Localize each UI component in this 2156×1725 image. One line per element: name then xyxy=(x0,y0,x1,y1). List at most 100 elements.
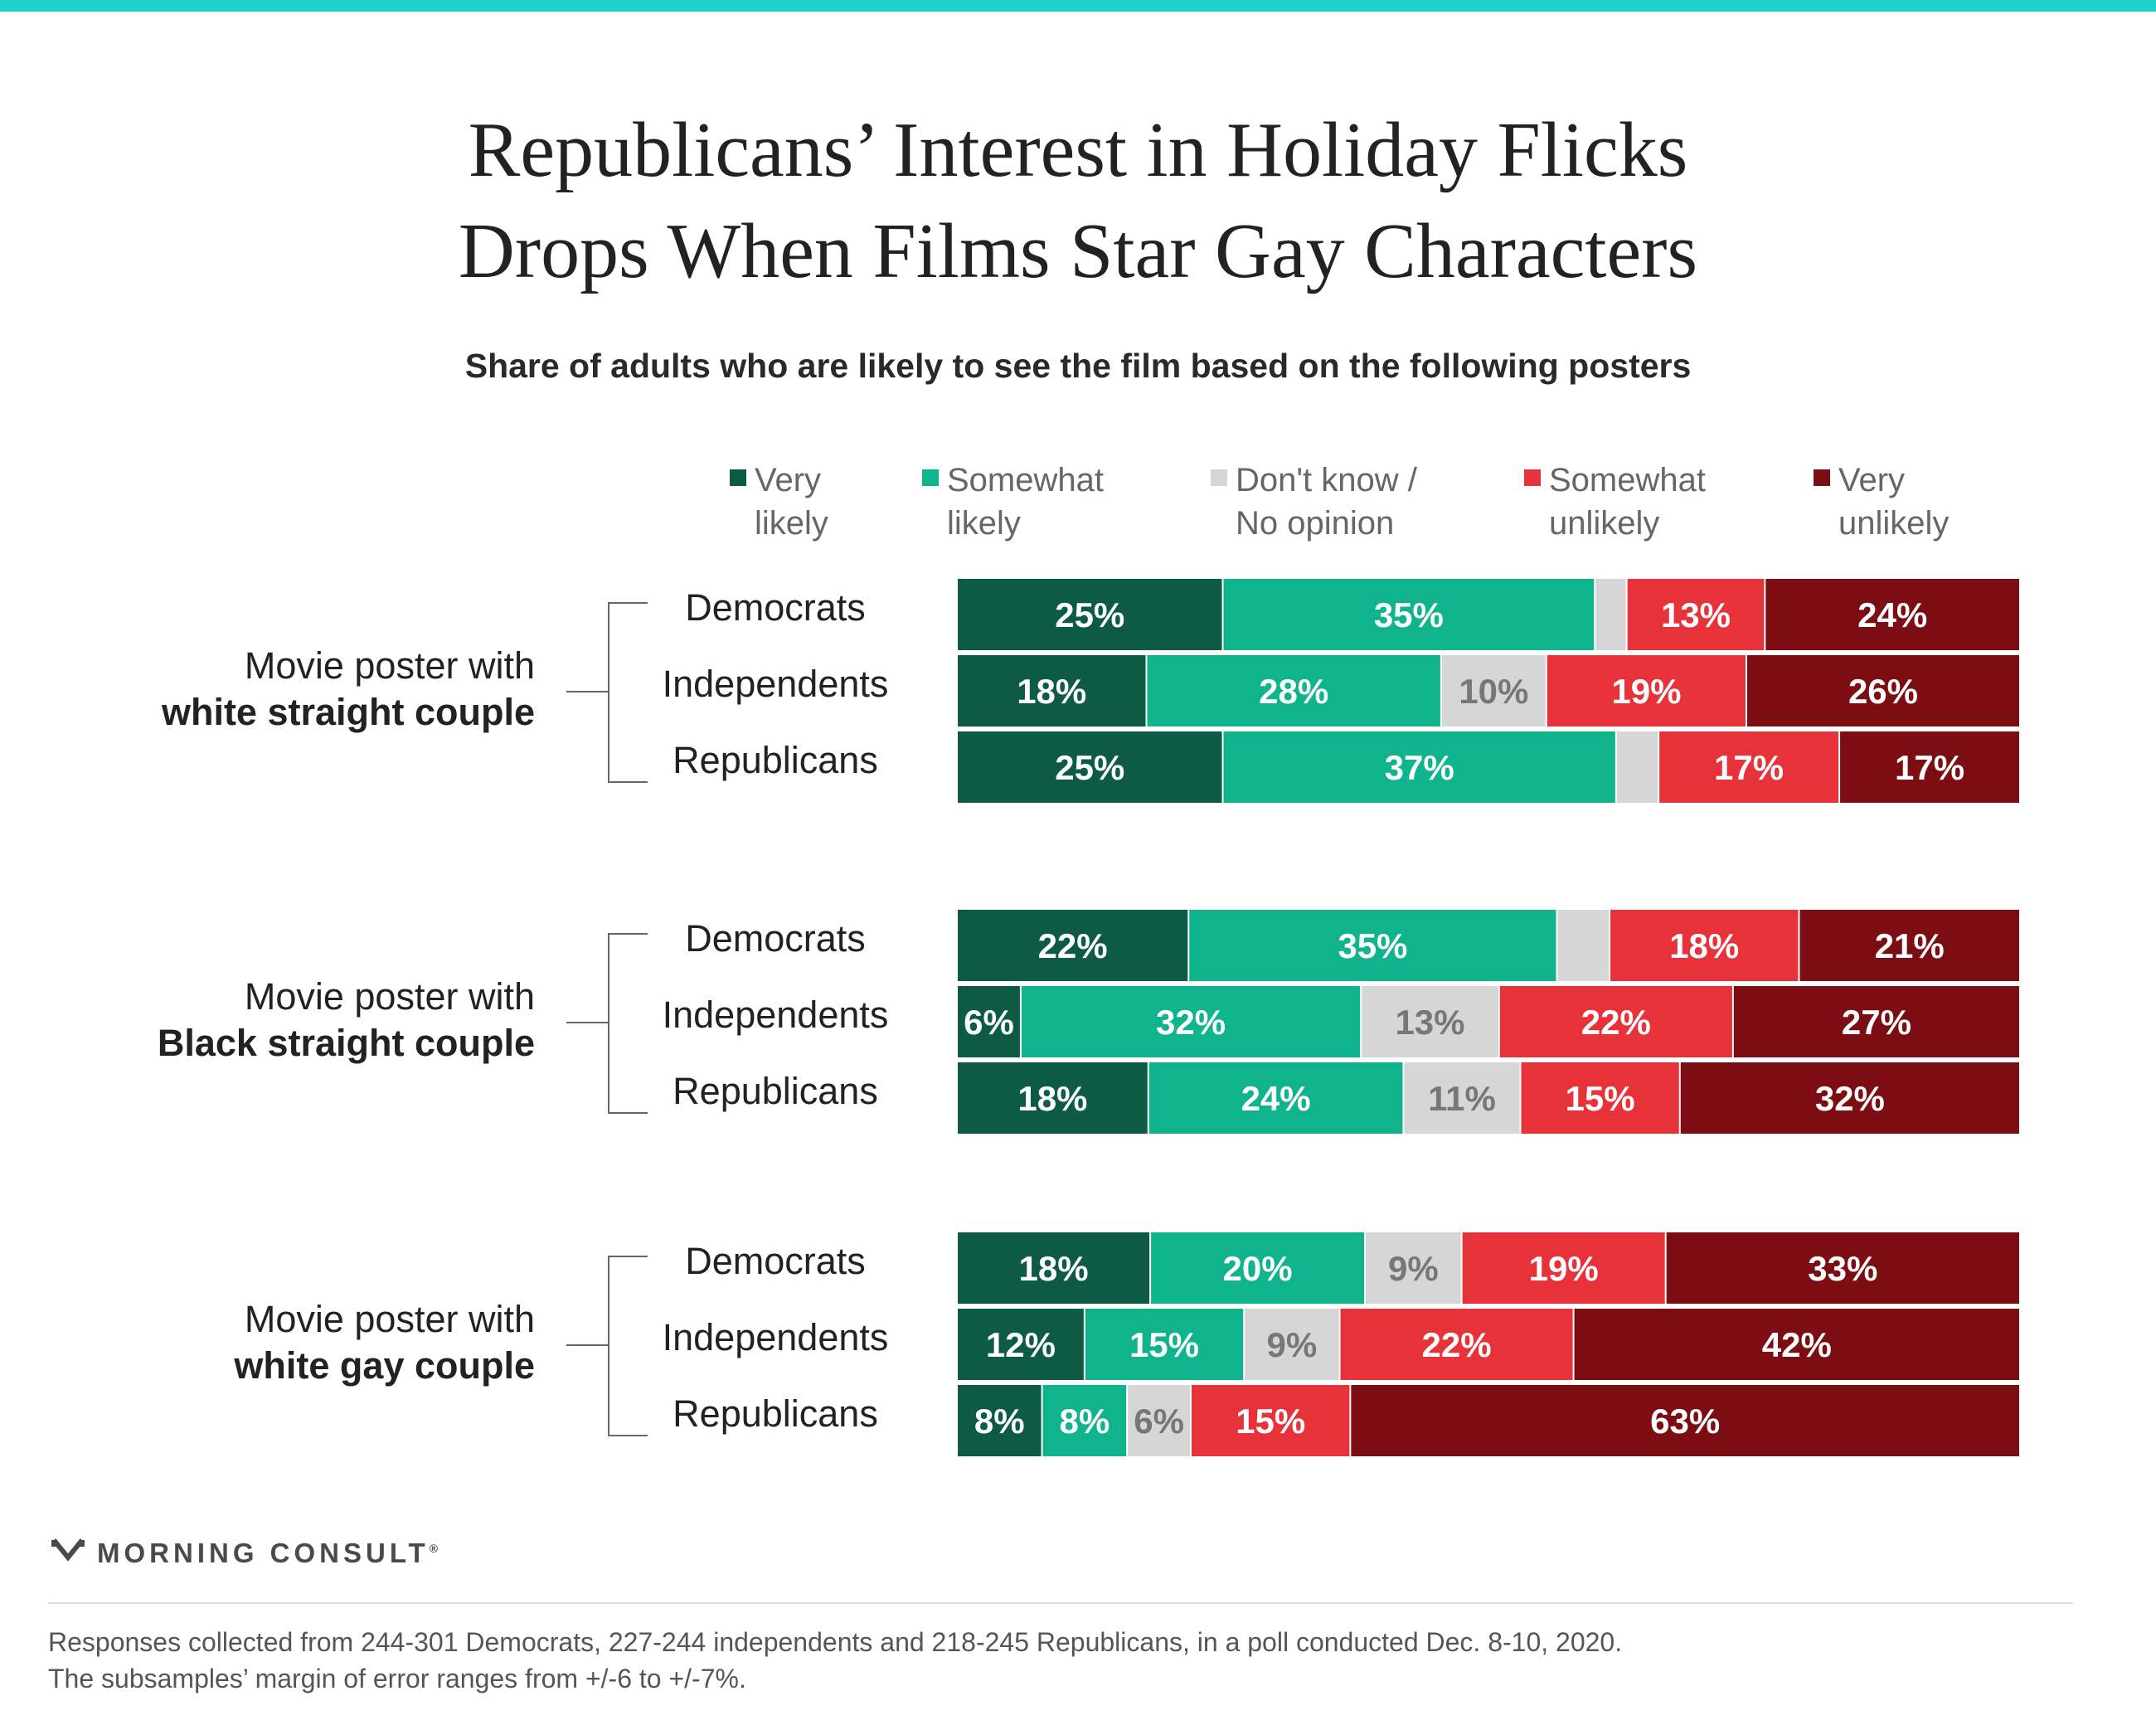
legend-label-line: unlikely xyxy=(1549,505,1660,542)
data-label: 22% xyxy=(1422,1325,1492,1364)
logo-registered-mark: ® xyxy=(429,1542,439,1555)
row-label-independents: Independents xyxy=(662,994,889,1036)
data-label: 13% xyxy=(1661,595,1731,634)
bar-segment-very-likely xyxy=(958,1062,1148,1134)
group-bracket xyxy=(608,602,648,783)
bar-segment-somewhat-likely xyxy=(1085,1309,1244,1380)
bar-segment-dont-know xyxy=(1595,579,1626,650)
row-label-democrats: Democrats xyxy=(685,1240,866,1282)
bar-segment-very-unlikely xyxy=(1574,1309,2019,1380)
bar-segment-dont-know xyxy=(1616,731,1658,803)
row-label-republicans: Republicans xyxy=(673,739,878,781)
legend-label-somewhat-likely: Somewhat likely xyxy=(947,459,1104,545)
footer-divider xyxy=(48,1602,2073,1604)
data-label: 25% xyxy=(1055,748,1124,787)
data-label: 8% xyxy=(974,1402,1025,1441)
bar-segment-somewhat-unlikely xyxy=(1499,986,1732,1057)
bar-segment-somewhat-likely xyxy=(1151,1232,1365,1304)
data-label: 8% xyxy=(1059,1402,1110,1441)
chart-title-line-1: Republicans’ Interest in Holiday Flicks xyxy=(468,107,1688,193)
top-accent-bar xyxy=(0,0,2156,12)
group-bracket-tick xyxy=(566,1022,608,1023)
bar-segment-somewhat-likely xyxy=(1223,731,1615,803)
logo-text: MORNING CONSULT xyxy=(97,1538,430,1568)
bar-segment-somewhat-likely xyxy=(1021,986,1361,1057)
row-label-democrats: Democrats xyxy=(685,917,866,960)
data-label: 33% xyxy=(1808,1249,1877,1288)
data-label: 63% xyxy=(1650,1402,1720,1441)
group-bracket xyxy=(608,933,648,1114)
data-label: 35% xyxy=(1374,595,1444,634)
data-label: 19% xyxy=(1611,672,1681,711)
chart-subtitle: Share of adults who are likely to see th… xyxy=(464,347,1692,385)
row-label-independents: Independents xyxy=(662,663,889,705)
bar-segment-very-unlikely xyxy=(1680,1062,2019,1134)
bar-segment-very-unlikely xyxy=(1746,655,2019,726)
bar-segment-dont-know xyxy=(1366,1232,1461,1304)
legend-label-line: No opinion xyxy=(1236,505,1395,542)
bar-segment-dont-know xyxy=(1245,1309,1339,1380)
bar-segment-somewhat-likely xyxy=(1147,655,1440,726)
bar-segment-somewhat-unlikely xyxy=(1462,1232,1665,1304)
data-label: 27% xyxy=(1842,1003,1911,1042)
data-label: 35% xyxy=(1338,926,1407,965)
data-label: 25% xyxy=(1055,595,1124,634)
bar-segment-somewhat-likely xyxy=(1223,579,1595,650)
legend-label-somewhat-unlikely: Somewhat unlikely xyxy=(1549,459,1706,545)
legend-label-line: Don't know / xyxy=(1236,462,1417,498)
data-label: 37% xyxy=(1385,748,1454,787)
data-label: 18% xyxy=(1019,1249,1089,1288)
data-label: 22% xyxy=(1038,926,1108,965)
bar-segment-very-unlikely xyxy=(1765,579,2019,650)
row-label-republicans: Republicans xyxy=(673,1392,878,1435)
data-label: 42% xyxy=(1762,1325,1832,1364)
bar-segment-very-unlikely xyxy=(1666,1232,2019,1304)
chart-title-line-2: Drops When Films Star Gay Characters xyxy=(458,208,1698,294)
morning-consult-m-icon xyxy=(51,1538,85,1562)
legend-label-line: unlikely xyxy=(1838,505,1950,542)
bar-segment-dont-know xyxy=(1404,1062,1520,1134)
data-label: 15% xyxy=(1129,1325,1199,1364)
group-bracket-tick xyxy=(566,691,608,692)
bar-segment-dont-know xyxy=(1441,655,1546,726)
data-label: 13% xyxy=(1395,1003,1464,1042)
bar-segment-somewhat-unlikely xyxy=(1627,579,1765,650)
group-label: Movie poster with white gay couple xyxy=(50,1296,535,1389)
legend-swatch-very-unlikely xyxy=(1814,469,1830,486)
chart-title: Republicans’ Interest in Holiday Flicks … xyxy=(0,100,2156,302)
bar-segment-very-likely xyxy=(958,910,1188,981)
group-label-line-1: Movie poster with xyxy=(244,975,535,1018)
legend-swatch-somewhat-likely xyxy=(922,469,939,486)
legend-swatch-dont-know xyxy=(1211,469,1227,486)
bar-segment-very-unlikely xyxy=(1840,731,2019,803)
data-label: 9% xyxy=(1266,1325,1317,1364)
bar-segment-somewhat-likely xyxy=(1148,1062,1403,1134)
row-label-independents: Independents xyxy=(662,1316,889,1358)
data-label: 24% xyxy=(1241,1079,1311,1118)
row-label-republicans: Republicans xyxy=(673,1070,878,1112)
bar-segment-very-unlikely xyxy=(1733,986,2019,1057)
data-label: 17% xyxy=(1895,748,1964,787)
data-label: 32% xyxy=(1815,1079,1885,1118)
bar-segment-somewhat-unlikely xyxy=(1547,655,1746,726)
data-label: 26% xyxy=(1848,672,1918,711)
legend-label-line: Very xyxy=(755,462,822,498)
data-label: 20% xyxy=(1223,1249,1293,1288)
data-label: 22% xyxy=(1581,1003,1651,1042)
bar-segment-very-unlikely xyxy=(1351,1385,2019,1456)
legend-label-line: Somewhat xyxy=(1549,462,1706,498)
bar-segment-very-likely xyxy=(958,731,1222,803)
data-label: 21% xyxy=(1875,926,1945,965)
bar-segment-somewhat-likely xyxy=(1042,1385,1127,1456)
data-label: 11% xyxy=(1428,1079,1496,1118)
row-label-democrats: Democrats xyxy=(685,586,866,629)
bar-segment-very-likely xyxy=(958,1232,1150,1304)
data-label: 32% xyxy=(1156,1003,1226,1042)
bar-segment-very-likely xyxy=(958,655,1146,726)
bar-segment-somewhat-unlikely xyxy=(1192,1385,1350,1456)
group-label-line-2: white straight couple xyxy=(161,691,535,733)
legend-label-line: likely xyxy=(755,505,828,542)
data-label: 6% xyxy=(1134,1402,1184,1441)
group-label-line-2: white gay couple xyxy=(234,1344,535,1387)
